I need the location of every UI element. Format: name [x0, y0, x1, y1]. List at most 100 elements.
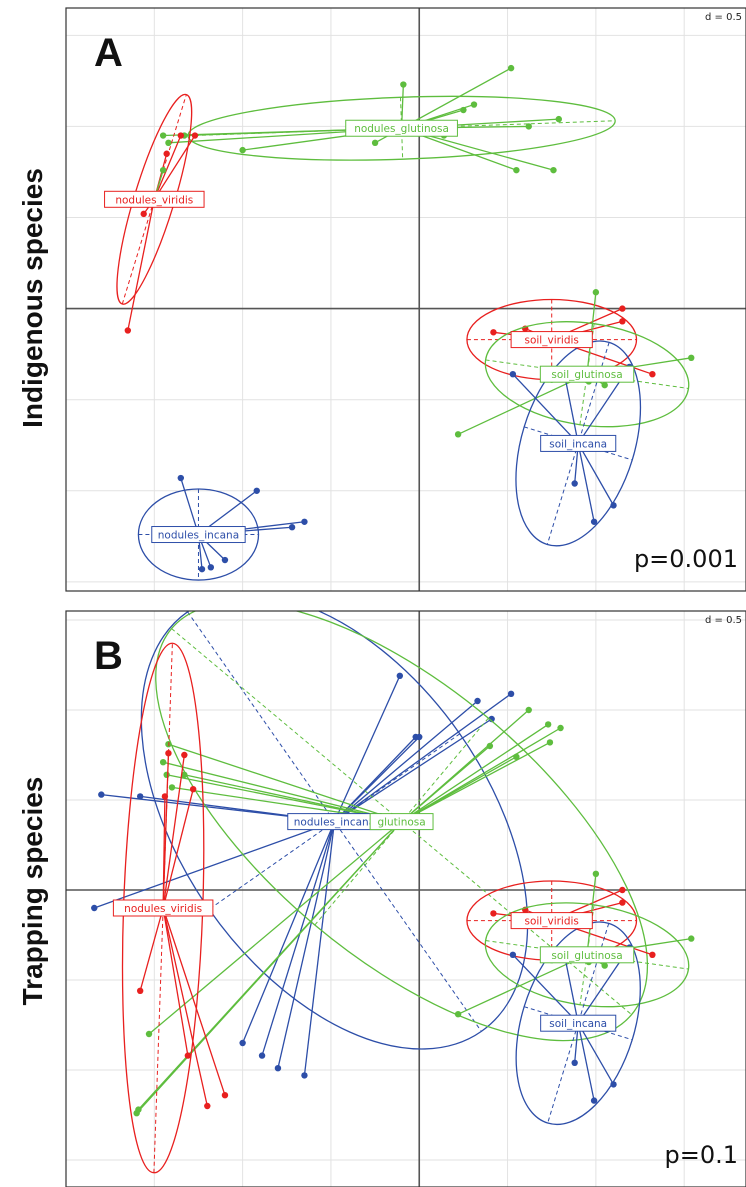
group-label-text: nodules_incana [294, 817, 375, 829]
panel-plot-area: nodules_incana glutinosa nodules_viridisso… [66, 611, 746, 1187]
data-point [610, 1081, 617, 1088]
data-point [177, 132, 185, 139]
group-label-box [104, 190, 205, 208]
star-line [180, 477, 200, 535]
data-point [619, 899, 626, 906]
data-point [189, 786, 197, 793]
data-point [571, 480, 578, 487]
data-point [98, 791, 105, 798]
star-line [401, 741, 551, 823]
star-line [334, 736, 420, 823]
data-point [601, 381, 608, 389]
data-point [649, 370, 656, 378]
data-point [474, 697, 481, 705]
star-line [401, 745, 491, 823]
data-point [159, 166, 167, 174]
star-line [512, 954, 579, 1024]
data-point [274, 1065, 282, 1072]
data-point [207, 564, 215, 571]
data-point [163, 771, 170, 778]
data-point [619, 305, 626, 312]
group-label: soil_glutinosa [539, 946, 635, 964]
data-point [513, 166, 520, 174]
star-line [242, 821, 336, 1044]
ellipse-major-axis [187, 611, 482, 1032]
star-line [162, 789, 194, 909]
star-line [162, 796, 166, 909]
star-line [168, 743, 402, 823]
data-point [161, 793, 169, 800]
data-point [124, 327, 132, 334]
star-line [334, 718, 493, 823]
group-label: soil_incana [540, 1014, 617, 1032]
group-label-text: soil_viridis [525, 335, 579, 347]
group-label: soil_viridis [510, 331, 593, 349]
panel-letter: A [94, 31, 123, 75]
star-line [162, 907, 226, 1096]
data-point [550, 166, 557, 174]
ellipse-major-axis [485, 359, 689, 389]
data-point [610, 502, 617, 509]
data-point [288, 524, 296, 531]
star-line [162, 907, 189, 1056]
star-line [577, 1022, 615, 1085]
star-line [577, 443, 595, 522]
data-point [507, 64, 515, 72]
data-point [454, 1011, 462, 1018]
data-point [555, 115, 562, 123]
panel-frame [65, 7, 746, 592]
star-line [563, 372, 579, 444]
data-point [486, 742, 494, 750]
star-line [94, 820, 335, 909]
data-point [181, 751, 188, 759]
data-point [163, 150, 170, 157]
group-label-text: nodules_glutinosa [354, 123, 449, 135]
group-label-box [510, 912, 593, 930]
star-line [577, 443, 615, 506]
data-point [513, 753, 520, 760]
star-line [277, 821, 336, 1069]
data-point [145, 1030, 153, 1038]
data-point [557, 724, 564, 732]
data-point [204, 1102, 211, 1110]
star-line [148, 821, 403, 1035]
data-point [688, 354, 695, 361]
group-label-box [540, 1014, 617, 1032]
data-point [165, 750, 172, 757]
data-point [488, 715, 495, 723]
star-line [127, 199, 155, 331]
group-label: nodules_glutinosa [345, 119, 458, 137]
star-line [303, 821, 336, 1076]
star-line [401, 67, 512, 129]
star-line [334, 693, 512, 823]
data-point [416, 733, 423, 741]
group-label: soil_incana [540, 434, 617, 452]
ellipse-minor-axis [208, 733, 461, 910]
group-label-box [112, 899, 214, 917]
group-label-text: glutinosa [377, 817, 425, 829]
group-label-text: soil_viridis [525, 916, 579, 928]
data-point [592, 870, 600, 877]
star-line [162, 754, 185, 909]
data-point [258, 1052, 266, 1059]
group-label-box [510, 331, 593, 349]
panel-plot-area: nodules_glutinosa nodules_viridis soil_vir… [66, 8, 746, 591]
data-point [470, 101, 478, 108]
panel-b: nodules_incana glutinosa nodules_viridisso… [65, 610, 746, 1187]
data-point [177, 474, 185, 482]
p-value: p=0.001 [634, 545, 738, 573]
p-value: p=0.1 [664, 1141, 738, 1169]
data-point [544, 721, 552, 728]
data-point [159, 759, 167, 766]
data-point [396, 672, 404, 679]
data-point [507, 690, 515, 697]
data-point [198, 565, 206, 573]
group-label-text: soil_incana [549, 438, 607, 450]
panel-a: nodules_glutinosa nodules_viridis soil_vir… [65, 7, 746, 592]
data-point [688, 935, 695, 942]
star-line [153, 135, 196, 200]
data-point [221, 1092, 229, 1099]
data-point [168, 784, 176, 791]
star-line [457, 954, 588, 1015]
panel-frame [65, 610, 746, 1187]
